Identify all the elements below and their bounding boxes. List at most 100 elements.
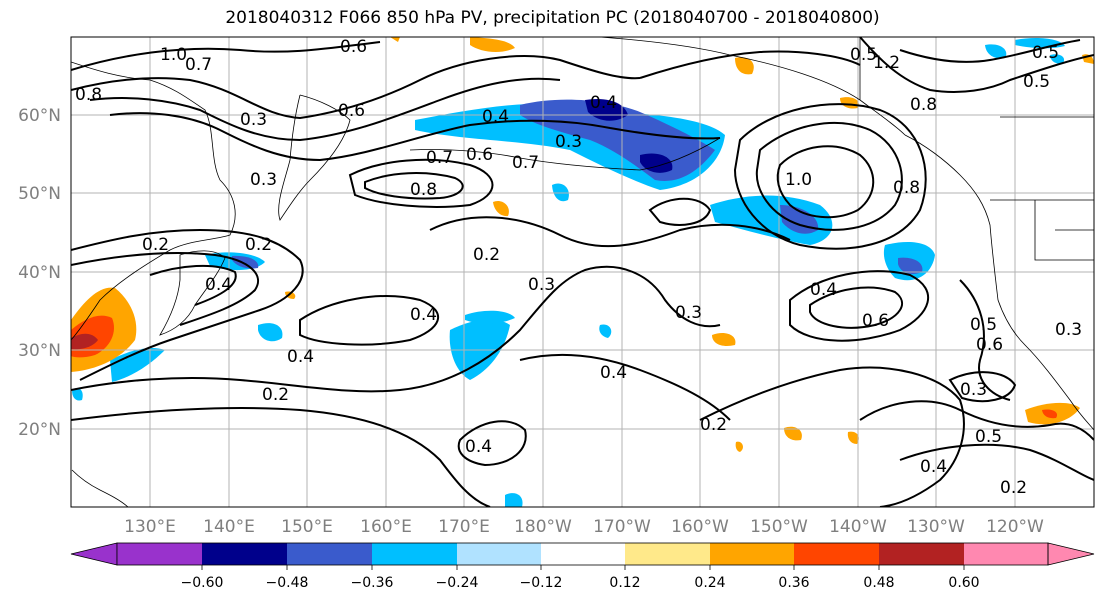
colorbar-segment: [117, 543, 202, 565]
contour-low-ring: [457, 420, 527, 467]
contour-label: 0.5: [1032, 43, 1059, 63]
shade-orange-c: [493, 200, 509, 217]
shade-darkred-west: [71, 333, 98, 350]
lat-labels: 60°N 50°N 40°N 30°N 20°N: [18, 106, 61, 440]
coast-kamchatka: [278, 94, 351, 221]
contour-north-4: [109, 112, 721, 162]
colorbar-tick-label: 0.60: [948, 575, 979, 591]
contour-label: 0.6: [976, 335, 1003, 355]
shade-blue-sw-b: [72, 388, 83, 401]
precip-positive-shading: [71, 37, 1094, 452]
contour-east-big-3: [776, 145, 875, 219]
contour-low-1: [71, 265, 721, 393]
map-frame: [70, 36, 1095, 508]
contour-mid-3: [149, 264, 237, 306]
colorbar-segment: [879, 543, 964, 565]
contour-label: 1.2: [873, 53, 900, 73]
lon-label: 130°E: [124, 517, 176, 537]
contour-label: 0.7: [426, 148, 453, 168]
contour-ring-b: [364, 172, 464, 200]
contour-label: 0.4: [590, 93, 617, 113]
colorbar-segment: [794, 543, 879, 565]
contour-label: 0.2: [142, 235, 169, 255]
shade-orange-north: [470, 37, 515, 52]
coast-nw-america: [904, 134, 1094, 431]
colorbar-tick-label: 0.36: [778, 575, 809, 591]
colorbar-tick-label: 0.48: [863, 575, 894, 591]
contour-se-2: [859, 400, 1094, 441]
colorbar-segment: [287, 543, 372, 565]
contour-mid-1: [71, 228, 304, 381]
contour-upper-right: [859, 37, 1094, 93]
contour-east-ring: [648, 197, 712, 226]
shade-blue-185w-b: [465, 310, 515, 324]
contour-label: 0.2: [262, 385, 289, 405]
shade-blue-c: [505, 493, 523, 507]
colorbar-segment: [710, 543, 794, 565]
contour-mid-2: [71, 252, 260, 326]
contour-label: 0.4: [600, 363, 627, 383]
contour-label: 0.4: [810, 280, 837, 300]
lon-label: 140°E: [203, 517, 255, 537]
colorbar-segment: [457, 543, 541, 565]
contour-label: 0.6: [338, 101, 365, 121]
contour-north-3: [89, 77, 561, 142]
colorbar-segment: [541, 543, 625, 565]
lon-label: 160°W: [671, 517, 729, 537]
contour-0.4-low: [519, 353, 731, 421]
contour-label: 0.5: [975, 427, 1002, 447]
shade-orange-e: [784, 426, 802, 441]
colorbar-segment: [202, 543, 287, 565]
lat-label: 40°N: [18, 263, 61, 283]
contour-label: 0.4: [205, 275, 232, 295]
colorbar-frame: [116, 542, 1049, 566]
contour-label: 0.2: [1000, 478, 1027, 498]
pv-contours: [71, 37, 1094, 507]
contour-label: 0.4: [410, 305, 437, 325]
contour-label: 0.3: [960, 380, 987, 400]
colorbar-tick-label: −0.36: [351, 575, 394, 591]
contour-low-2: [71, 407, 491, 507]
shade-orange-f: [847, 431, 859, 444]
lat-label: 50°N: [18, 184, 61, 204]
contour-north-1: [71, 41, 381, 71]
lon-label: 120°W: [986, 517, 1044, 537]
shade-orange-a: [735, 57, 754, 75]
contour-se-1: [699, 366, 965, 507]
contour-east-mid-2: [809, 286, 903, 329]
lon-label: 130°W: [907, 517, 965, 537]
shade-blue-d: [1050, 54, 1065, 64]
lat-label: 60°N: [18, 106, 61, 126]
contour-label: 0.6: [340, 37, 367, 57]
contour-label: 0.5: [850, 45, 877, 65]
shade-blue-w42-mid: [232, 255, 259, 269]
shade-orange-d: [712, 333, 736, 346]
coast-alaska: [599, 37, 906, 136]
shade-blue-north-a: [985, 44, 1007, 59]
contour-east-big-2: [755, 121, 903, 231]
colorbar-tick-label: −0.60: [181, 575, 224, 591]
contour-se-3: [899, 443, 1094, 481]
colorbar-segment: [625, 543, 710, 565]
contour-east-coast: [959, 279, 1011, 401]
contour-label: 1.0: [160, 45, 187, 65]
shade-blue-33n: [258, 323, 283, 342]
contour-label: 0.8: [75, 85, 102, 105]
contour-label: 0.4: [920, 457, 947, 477]
coastlines: [71, 37, 1094, 507]
coast-japan: [159, 250, 226, 336]
contour-label: 0.6: [466, 145, 493, 165]
shade-blue-a: [552, 183, 569, 202]
contour-label: 0.8: [893, 178, 920, 198]
contour-ne-1: [639, 50, 861, 79]
shade-orange-b: [840, 97, 859, 109]
lon-label: 140°W: [829, 517, 887, 537]
contour-se-ring: [948, 371, 1017, 403]
colorbar-tick-label: 0.24: [694, 575, 725, 591]
coast-islands: [71, 469, 129, 507]
shade-blue-sw: [110, 348, 165, 382]
shade-blue-dark-2: [640, 153, 673, 173]
contour-label: 0.7: [512, 153, 539, 173]
contour-label: 0.3: [240, 110, 267, 130]
